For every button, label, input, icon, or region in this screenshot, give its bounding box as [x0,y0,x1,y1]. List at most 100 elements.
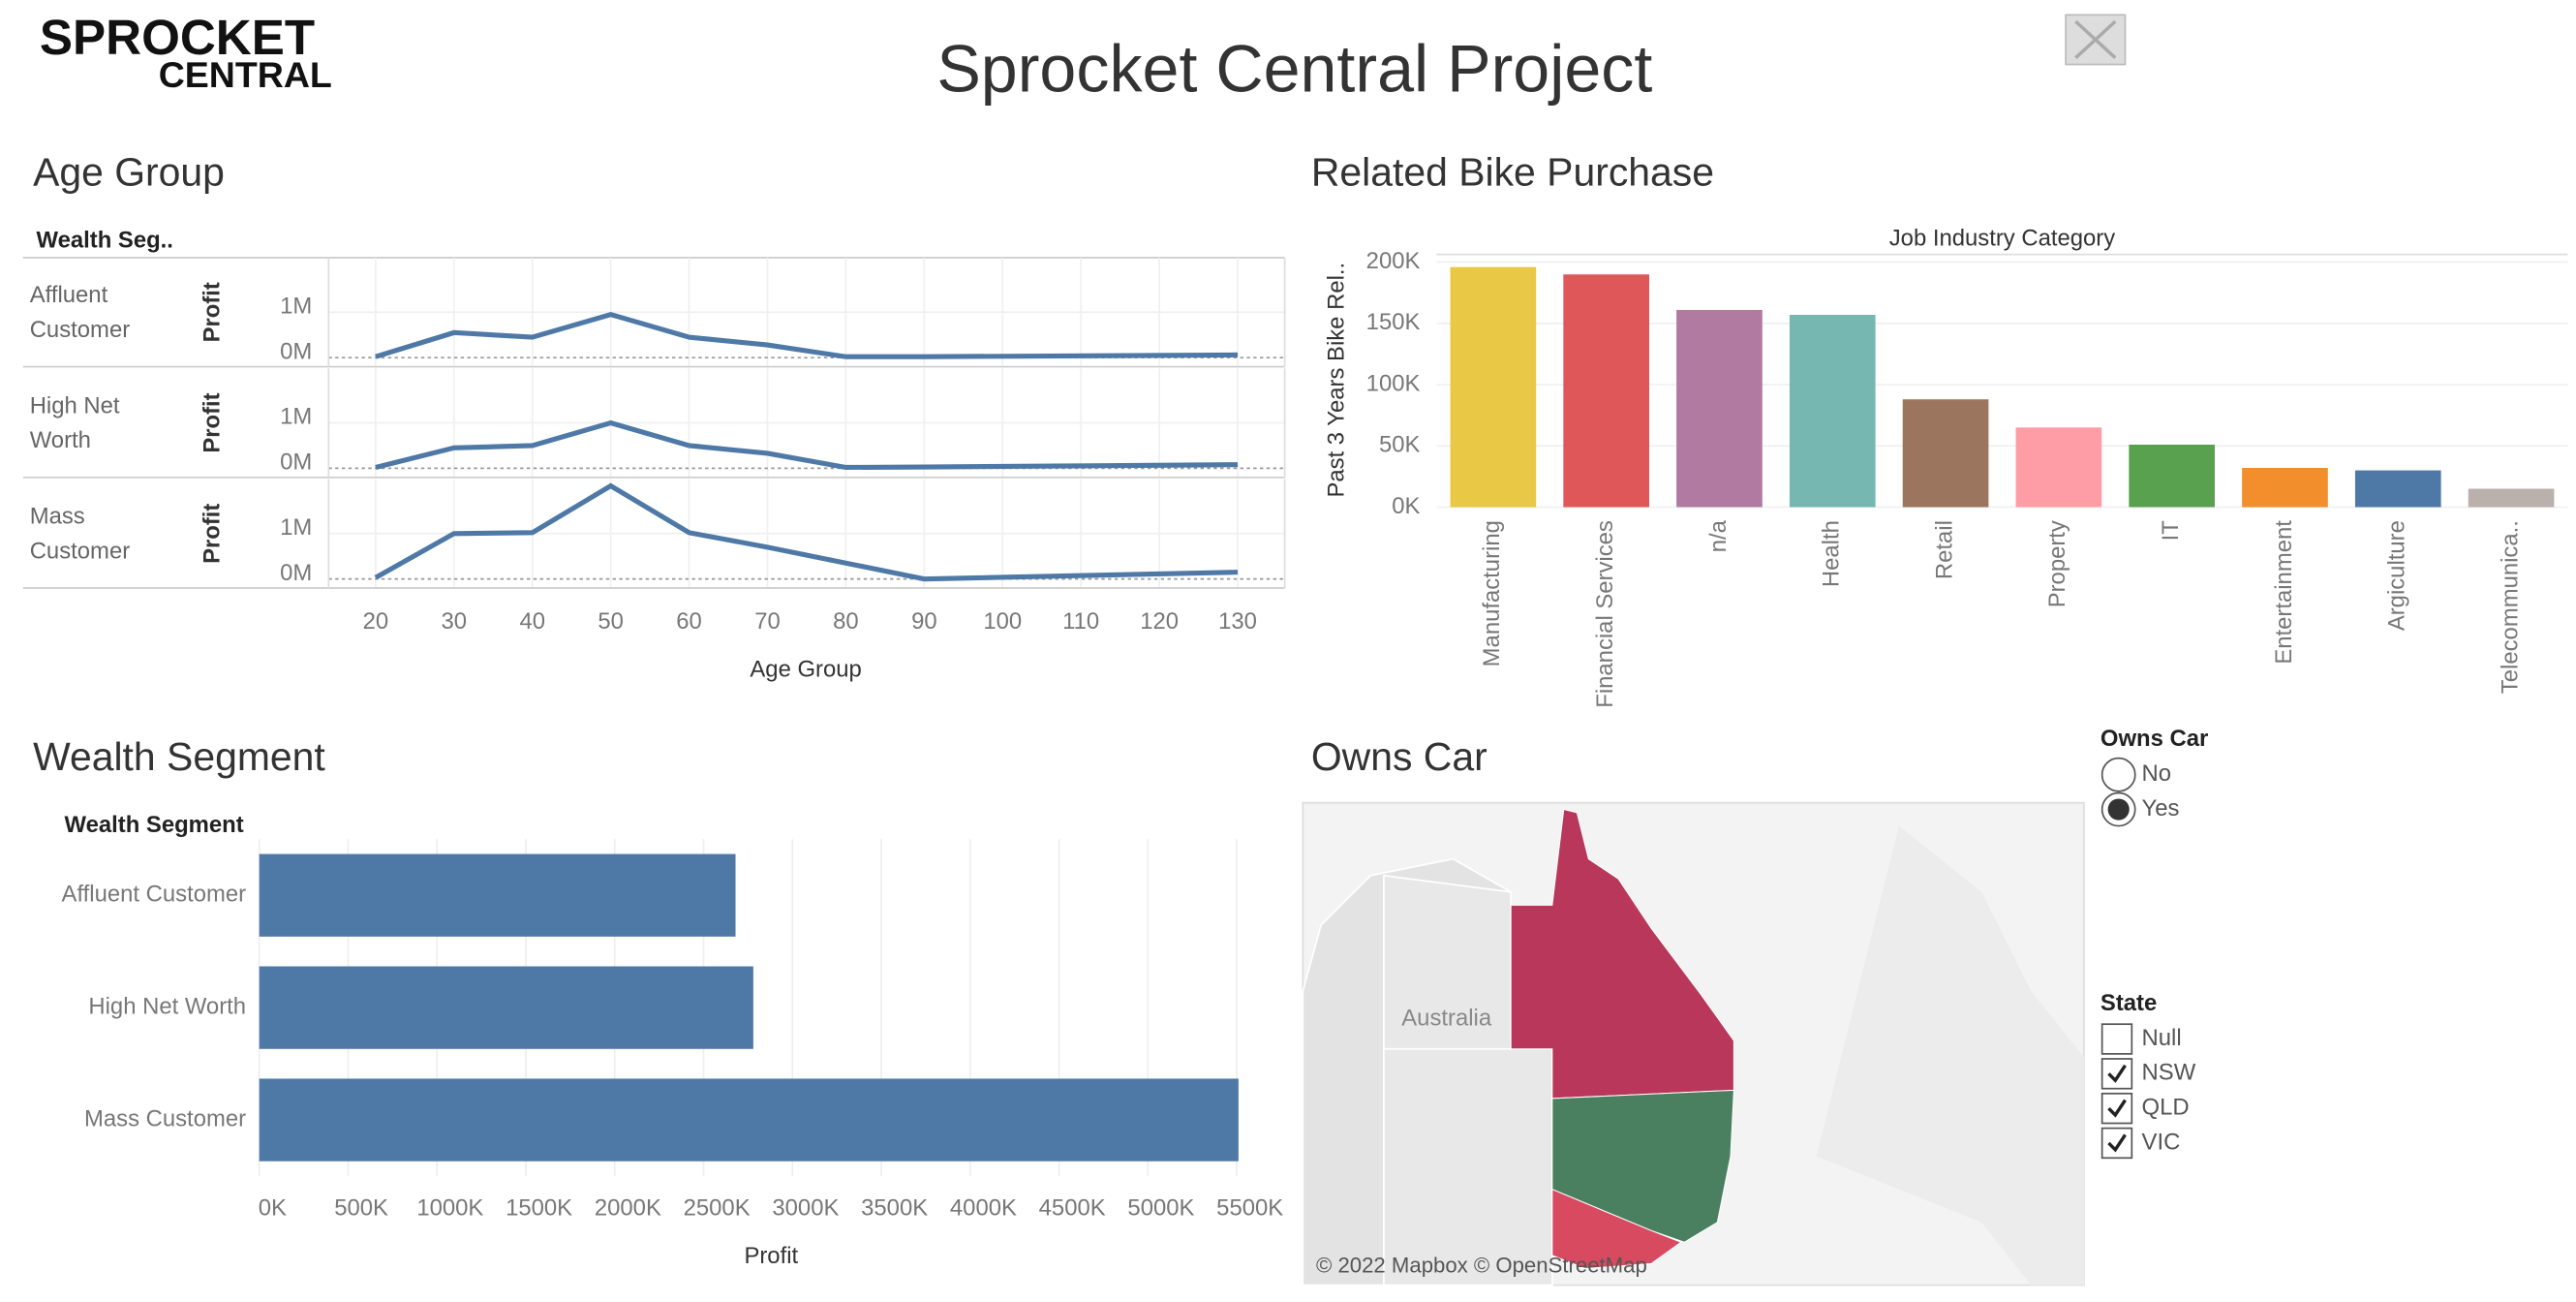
logo: SPROCKET CENTRAL [40,10,332,95]
line [375,311,1239,359]
y-tick-label: 0M [280,338,312,364]
close-button[interactable] [2065,14,2127,66]
axis-header: Job Industry Category [1889,226,2115,252]
x-tick-label: 80 [833,608,859,635]
x-tick-label: 1500K [506,1194,572,1221]
x-tick-label: 4000K [950,1194,1017,1221]
y-tick-label: Affluent Customer [62,882,247,908]
x-tick-label: n/a [1705,519,1732,552]
sea-land [1816,825,2084,1286]
x-tick-label: 3000K [772,1194,839,1221]
checkbox-label[interactable]: QLD [2142,1094,2190,1120]
facet-label-text: High Net Worth [29,391,120,453]
x-tick-label: 40 [519,608,545,635]
checkbox-label[interactable]: NSW [2142,1060,2196,1086]
y-tick-label: 1M [280,514,312,541]
x-tick-label: 4500K [1039,1194,1106,1221]
x-tick-label: 30 [442,608,468,635]
y-tick-label: 0M [280,450,312,476]
bar[interactable] [1676,309,1763,508]
axis-header: Wealth Segment [65,812,244,838]
radio-dot[interactable] [2107,798,2130,821]
x-tick-label: 2500K [684,1194,751,1221]
x-axis-title: Profit [744,1243,798,1269]
checkbox[interactable] [2101,1058,2133,1090]
y-tick-label: 100K [1366,370,1421,396]
x-tick-label: Telecommunica.. [2497,520,2523,694]
close-icon[interactable] [2074,19,2117,59]
state-vic[interactable] [1551,1188,1682,1270]
y-tick-label: 0K [1392,493,1420,519]
x-tick-label: 20 [363,608,389,635]
x-tick-label: Financial Services [1592,520,1618,708]
facet-label: Mass Customer [29,502,131,564]
y-tick-label: 1M [280,404,312,430]
x-tick-label: 0K [259,1194,287,1221]
state-qld[interactable] [1510,808,1734,1100]
logo-line: SPROCKET [40,10,315,65]
checkbox-label[interactable]: VIC [2142,1129,2181,1155]
line [375,419,1239,471]
y-tick-label: High Net Worth [88,993,246,1019]
section-title: Owns Car [1311,734,1487,779]
check-mark[interactable] [2107,1133,2127,1153]
bar[interactable] [2468,488,2555,508]
radio-label[interactable]: Yes [2142,795,2180,822]
x-tick-label: 100 [983,608,1022,635]
bar[interactable] [2242,468,2328,508]
checkbox[interactable] [2101,1127,2133,1160]
filter-title: Owns Car [2101,726,2208,752]
map-attribution: © 2022 Mapbox © OpenStreetMap [1316,1254,1647,1278]
x-tick-label: 70 [754,608,781,635]
x-tick-label: 5500K [1216,1194,1283,1221]
y-tick-label: 200K [1366,248,1421,274]
bar[interactable] [259,1078,1239,1162]
checkbox[interactable] [2101,1092,2133,1125]
x-axis-title: Age Group [750,657,861,683]
x-tick-label: 1000K [416,1194,483,1221]
x-tick-label: 500K [334,1194,388,1221]
bar[interactable] [1563,274,1649,508]
y-tick-label: 1M [280,293,312,319]
bar[interactable] [1902,399,1989,508]
map-label: Australia [1401,1005,1492,1031]
filter-title: State [2101,990,2157,1016]
x-tick-label: 5000K [1127,1194,1194,1221]
bar[interactable] [259,853,736,937]
filters: No Yes Null NSW QLD VIC [2101,757,2196,1160]
bar[interactable] [2015,427,2102,508]
bar[interactable] [2354,470,2441,508]
checkbox-label[interactable]: Null [2142,1025,2182,1051]
x-tick-label: Retail [1931,520,1957,579]
x-tick-label: 90 [911,608,937,635]
bar[interactable] [259,966,753,1049]
facet-header: Wealth Seg.. [37,227,173,253]
x-tick-label: 130 [1218,608,1257,635]
radio-label[interactable]: No [2142,760,2172,787]
facet-label-text: Affluent Customer [29,280,131,342]
check-mark[interactable] [2107,1099,2127,1118]
x-tick-label: Health [1819,520,1845,587]
x-tick-label: Entertainment [2271,520,2297,665]
land-states [1383,874,1553,1286]
check-mark[interactable] [2107,1064,2127,1083]
bar[interactable] [2129,445,2216,508]
section-title: Wealth Segment [33,734,325,779]
checkbox[interactable] [2101,1023,2133,1055]
facet-label: High Net Worth [29,391,120,453]
section-title: Related Bike Purchase [1311,150,1714,195]
map: Australia © 2022 Mapbox © OpenStreetMap [1302,801,2085,1286]
y-axis-title: Past 3 Years Bike Rel.. [1323,263,1349,498]
x-tick-label: Property [2044,520,2070,607]
y-axis-title: Profit [199,504,225,564]
bar[interactable] [1789,314,1876,508]
y-axis-title: Profit [199,282,225,342]
facet-label-text: Mass Customer [29,502,131,564]
x-tick-label: Manufacturing [1479,520,1505,666]
x-tick-label: 60 [676,608,702,635]
x-tick-label: Argiculture [2384,520,2410,631]
bar[interactable] [1450,266,1537,508]
line [374,482,1239,582]
radio[interactable] [2101,757,2136,792]
